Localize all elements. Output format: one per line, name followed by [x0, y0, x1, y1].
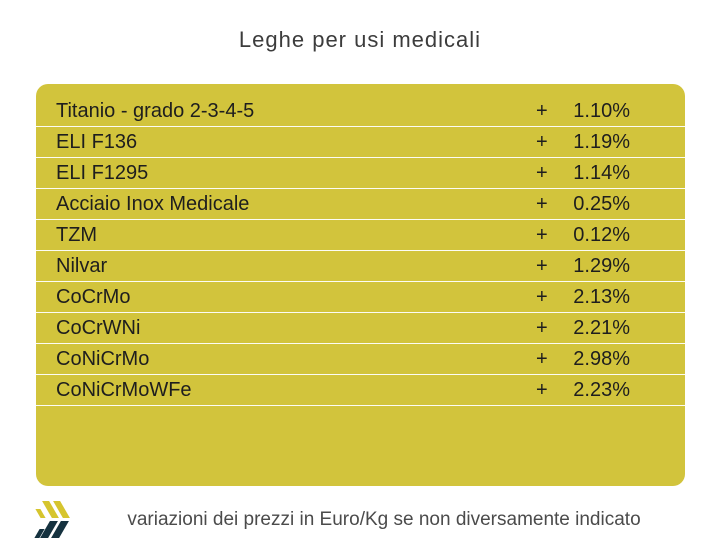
alloy-name: Nilvar	[56, 254, 108, 277]
change-value: 2.98%	[573, 347, 630, 370]
change-value: 0.25%	[573, 192, 630, 215]
table-row: Acciaio Inox Medicale + 0.25%	[36, 189, 685, 220]
table-row: ELI F1295 + 1.14%	[36, 158, 685, 189]
alloy-name: CoNiCrMoWFe	[56, 378, 192, 401]
alloy-name: CoCrMo	[56, 285, 131, 308]
table-row: CoNiCrMo + 2.98%	[36, 344, 685, 375]
table-row: Titanio - grado 2-3-4-5 + 1.10%	[36, 96, 685, 127]
change-sign: +	[536, 285, 548, 308]
change-sign: +	[536, 378, 548, 401]
change-sign: +	[536, 223, 548, 246]
alloy-name: Titanio - grado 2-3-4-5	[56, 99, 255, 122]
page-title: Leghe per usi medicali	[238, 27, 482, 52]
change-value: 1.14%	[573, 161, 630, 184]
alloy-name: CoNiCrMo	[56, 347, 150, 370]
change-value: 1.19%	[573, 130, 630, 153]
change-value: 2.21%	[573, 316, 630, 339]
table-row: CoNiCrMoWFe + 2.23%	[36, 375, 685, 406]
table-row: CoCrMo + 2.13%	[36, 282, 685, 313]
change-value: 2.23%	[573, 378, 630, 401]
alloy-name: Acciaio Inox Medicale	[56, 192, 250, 215]
change-sign: +	[536, 347, 548, 370]
change-value: 1.10%	[573, 99, 630, 122]
table-row: Nilvar + 1.29%	[36, 251, 685, 282]
table-row: ELI F136 + 1.19%	[36, 127, 685, 158]
table-row: CoCrWNi + 2.21%	[36, 313, 685, 344]
footer-note: variazioni dei prezzi in Euro/Kg se non …	[127, 509, 641, 530]
change-value: 2.13%	[573, 285, 630, 308]
change-value: 0.12%	[573, 223, 630, 246]
logo-yellow-slash-small	[35, 509, 46, 518]
alloy-name: ELI F1295	[56, 161, 149, 184]
change-sign: +	[536, 130, 548, 153]
alloy-name: CoCrWNi	[56, 316, 141, 339]
change-sign: +	[536, 161, 548, 184]
change-sign: +	[536, 254, 548, 277]
table-row: TZM + 0.12%	[36, 220, 685, 251]
change-value: 1.29%	[573, 254, 630, 277]
alloy-name: TZM	[56, 223, 98, 246]
change-sign: +	[536, 316, 548, 339]
price-table: Titanio - grado 2-3-4-5 + 1.10% ELI F136…	[36, 84, 685, 486]
change-sign: +	[536, 192, 548, 215]
change-sign: +	[536, 99, 548, 122]
brand-slashes-logo	[34, 500, 72, 538]
alloy-name: ELI F136	[56, 130, 138, 153]
